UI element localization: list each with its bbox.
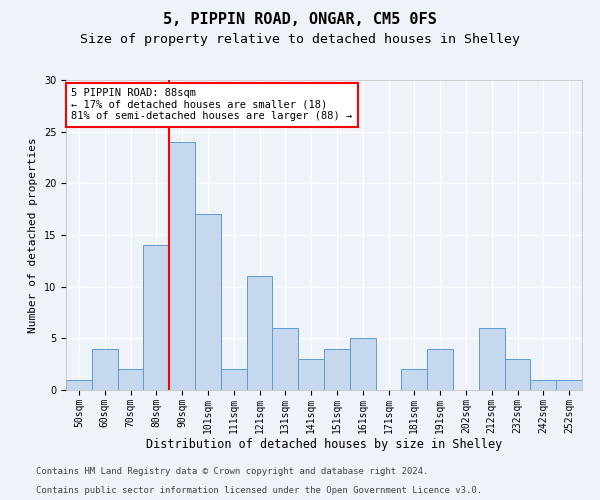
- Bar: [169, 142, 195, 390]
- Bar: [195, 214, 221, 390]
- Bar: [66, 380, 92, 390]
- Y-axis label: Number of detached properties: Number of detached properties: [28, 137, 38, 333]
- Text: 5 PIPPIN ROAD: 88sqm
← 17% of detached houses are smaller (18)
81% of semi-detac: 5 PIPPIN ROAD: 88sqm ← 17% of detached h…: [71, 88, 352, 122]
- Text: Size of property relative to detached houses in Shelley: Size of property relative to detached ho…: [80, 32, 520, 46]
- Bar: [427, 348, 453, 390]
- Bar: [401, 370, 427, 390]
- Bar: [530, 380, 556, 390]
- Bar: [350, 338, 376, 390]
- X-axis label: Distribution of detached houses by size in Shelley: Distribution of detached houses by size …: [146, 438, 502, 452]
- Bar: [247, 276, 272, 390]
- Bar: [143, 246, 169, 390]
- Bar: [324, 348, 350, 390]
- Bar: [505, 359, 530, 390]
- Bar: [556, 380, 582, 390]
- Text: Contains HM Land Registry data © Crown copyright and database right 2024.: Contains HM Land Registry data © Crown c…: [36, 467, 428, 476]
- Text: 5, PIPPIN ROAD, ONGAR, CM5 0FS: 5, PIPPIN ROAD, ONGAR, CM5 0FS: [163, 12, 437, 28]
- Bar: [118, 370, 143, 390]
- Bar: [92, 348, 118, 390]
- Bar: [479, 328, 505, 390]
- Text: Contains public sector information licensed under the Open Government Licence v3: Contains public sector information licen…: [36, 486, 482, 495]
- Bar: [298, 359, 324, 390]
- Bar: [272, 328, 298, 390]
- Bar: [221, 370, 247, 390]
